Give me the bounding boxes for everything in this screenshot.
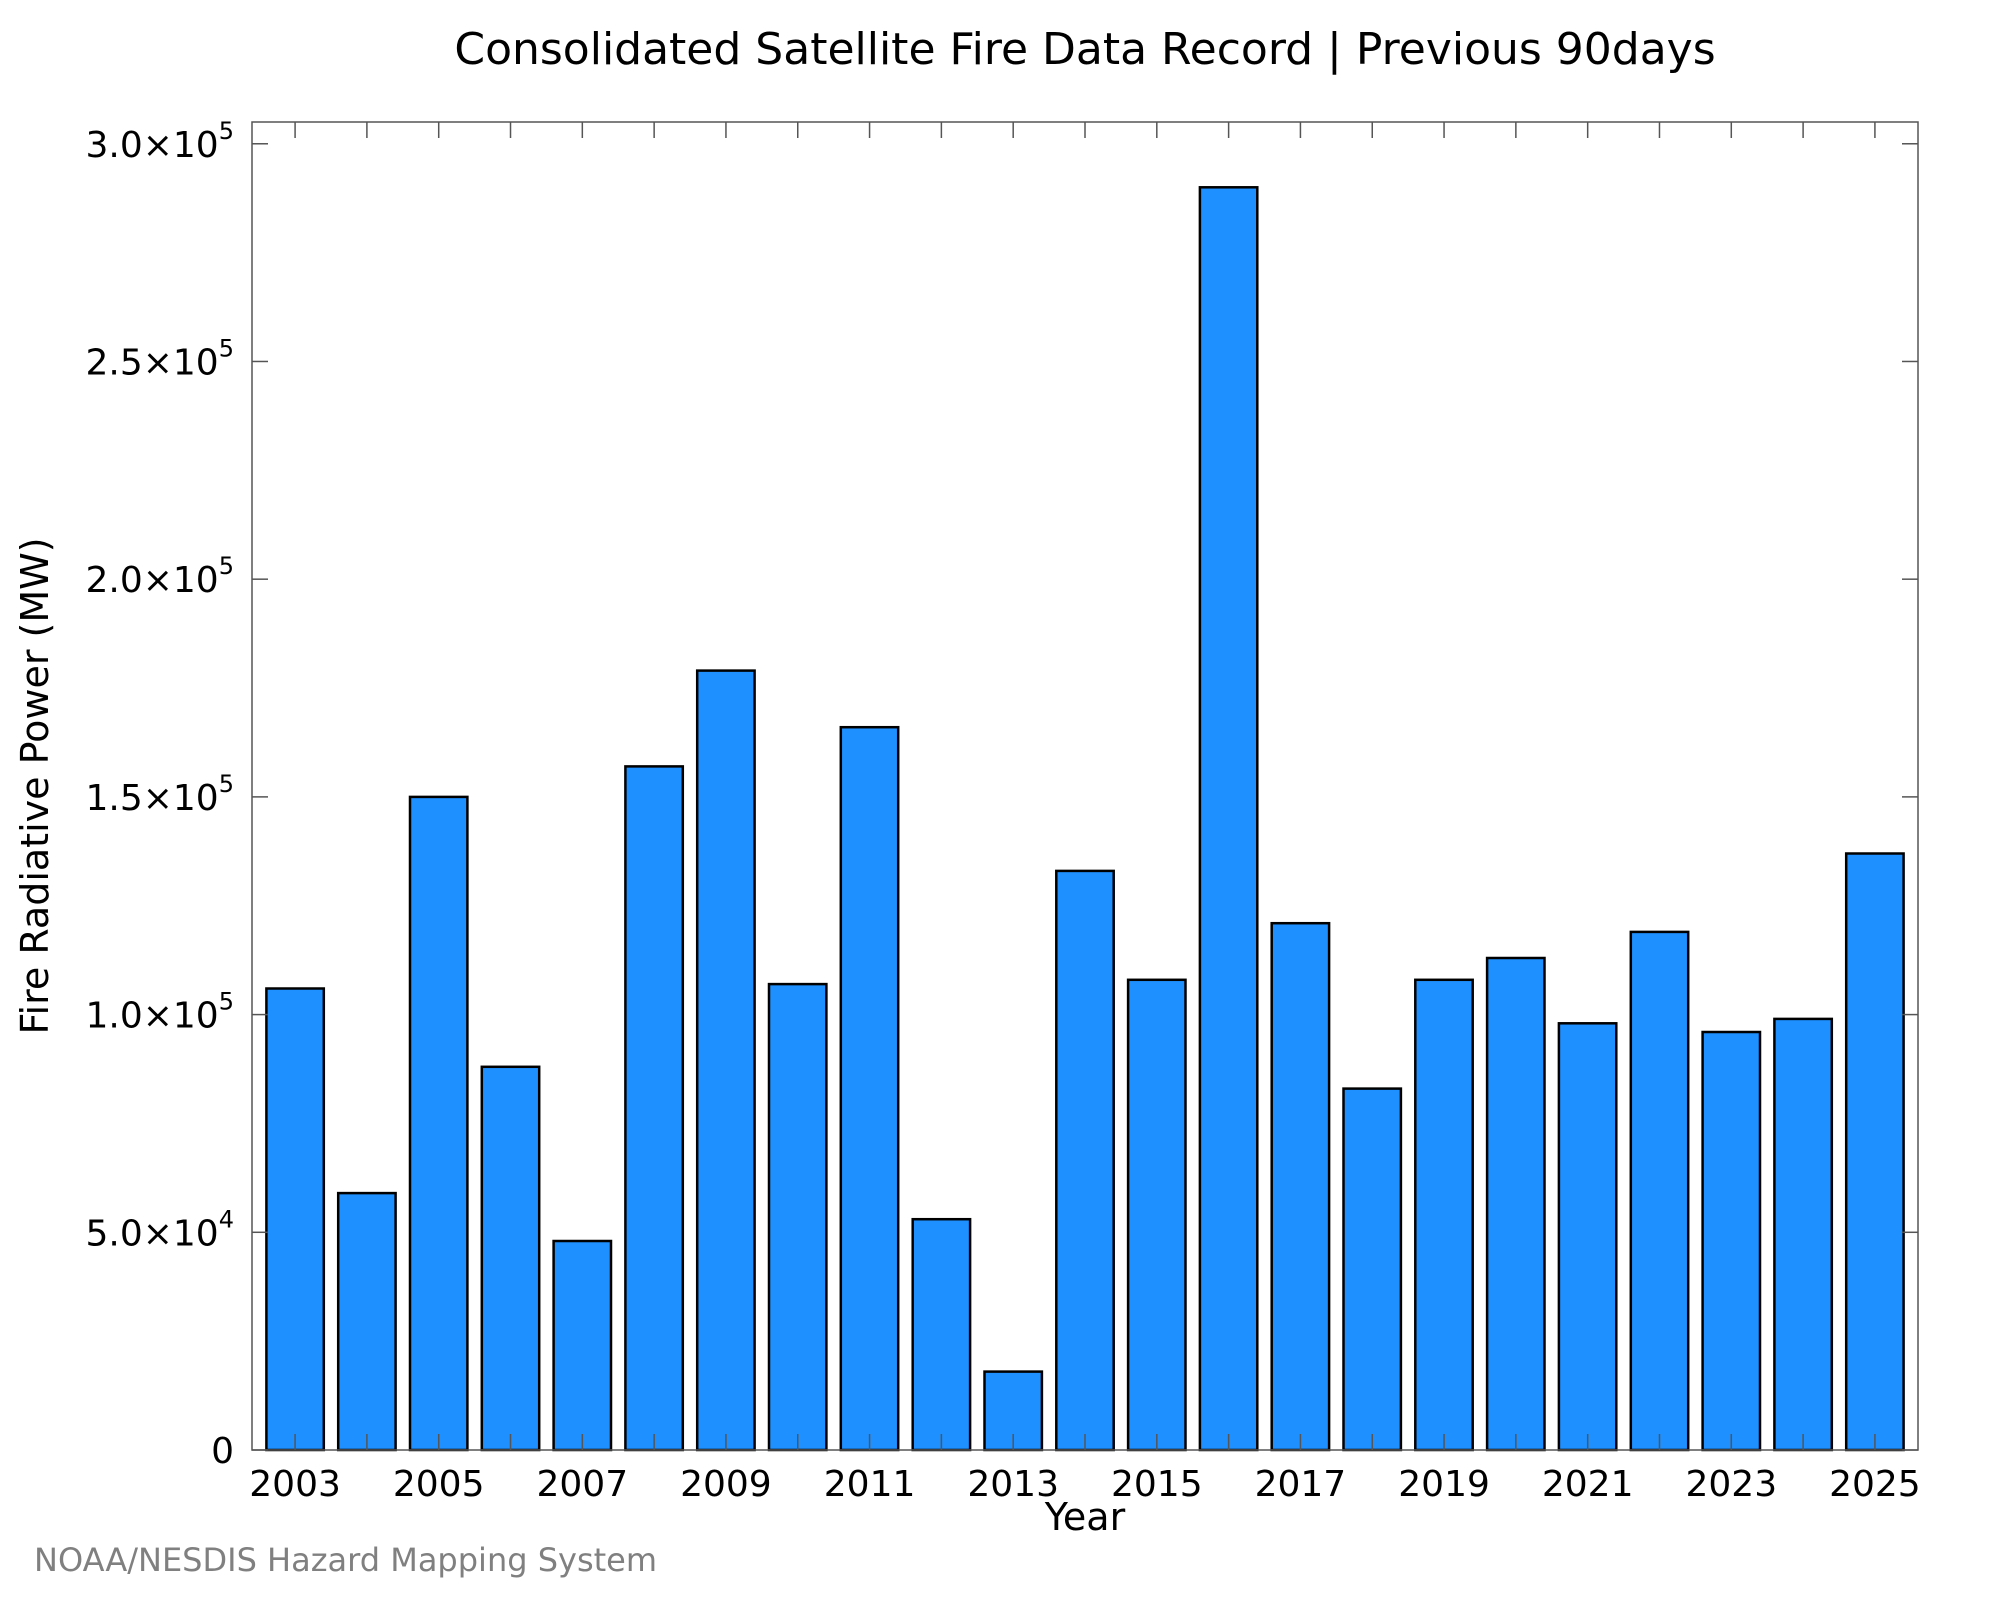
- bar-2009: [695, 669, 756, 1452]
- bar-2024: [1773, 1017, 1834, 1452]
- bar-2012: [911, 1217, 972, 1452]
- y-tick-label: 1.5×105: [85, 770, 234, 819]
- y-axis-label: Fire Radiative Power (MW): [13, 537, 57, 1034]
- x-tick-label-2025: 2025: [1829, 1464, 1921, 1505]
- bar-2008: [624, 765, 685, 1452]
- ticks-group: [252, 122, 1918, 1451]
- bar-2023: [1701, 1030, 1762, 1452]
- x-tick-label-2009: 2009: [680, 1464, 772, 1505]
- y-tick-label: 1.0×105: [85, 988, 234, 1037]
- y-tick-label: 0: [211, 1431, 234, 1472]
- x-tick-label-2007: 2007: [536, 1464, 628, 1505]
- y-tick-label: 3.0×105: [85, 117, 234, 166]
- x-tick-label-2023: 2023: [1685, 1464, 1777, 1505]
- x-tick-label-2003: 2003: [249, 1464, 341, 1505]
- bar-2022: [1629, 930, 1690, 1452]
- x-tick-label-2021: 2021: [1542, 1464, 1634, 1505]
- bar-2021: [1557, 1022, 1618, 1452]
- x-tick-label-2015: 2015: [1111, 1464, 1203, 1505]
- bar-2006: [480, 1065, 541, 1452]
- chart-title: Consolidated Satellite Fire Data Record …: [454, 24, 1715, 75]
- y-tick-labels: 0 5.0×104 1.0×105 1.5×105 2.0×105 2.5×105 3.0×…: [85, 117, 234, 1472]
- bar-2003: [265, 987, 326, 1452]
- x-tick-label-2019: 2019: [1398, 1464, 1490, 1505]
- x-tick-label-2013: 2013: [967, 1464, 1059, 1505]
- y-tick-label: 2.0×105: [85, 552, 234, 601]
- bar-2005: [408, 795, 469, 1452]
- bar-2016: [1198, 186, 1259, 1452]
- bar-2004: [336, 1191, 397, 1452]
- bar-2010: [767, 982, 828, 1452]
- bar-2015: [1126, 978, 1187, 1452]
- bar-2020: [1485, 956, 1546, 1452]
- bar-2011: [839, 725, 900, 1452]
- bar-2017: [1270, 921, 1331, 1452]
- bar-2019: [1414, 978, 1474, 1452]
- y-tick-label: 5.0×104: [85, 1205, 234, 1254]
- bar-2014: [1055, 869, 1115, 1452]
- source-credit: NOAA/NESDIS Hazard Mapping System: [34, 1541, 657, 1579]
- bar-2018: [1342, 1087, 1403, 1452]
- bar-2007: [552, 1239, 613, 1452]
- x-tick-label-2005: 2005: [393, 1464, 485, 1505]
- x-tick-label-2017: 2017: [1255, 1464, 1347, 1505]
- x-axis-label: Year: [1044, 1495, 1126, 1539]
- x-tick-labels: 2003 2005 2007 2009 2011 2013 2015 2017 2019 2021…: [249, 1464, 1920, 1505]
- y-tick-label: 2.5×105: [85, 335, 234, 384]
- x-tick-label-2011: 2011: [824, 1464, 916, 1505]
- bar-2025: [1844, 852, 1905, 1452]
- bars-group: [265, 186, 1905, 1452]
